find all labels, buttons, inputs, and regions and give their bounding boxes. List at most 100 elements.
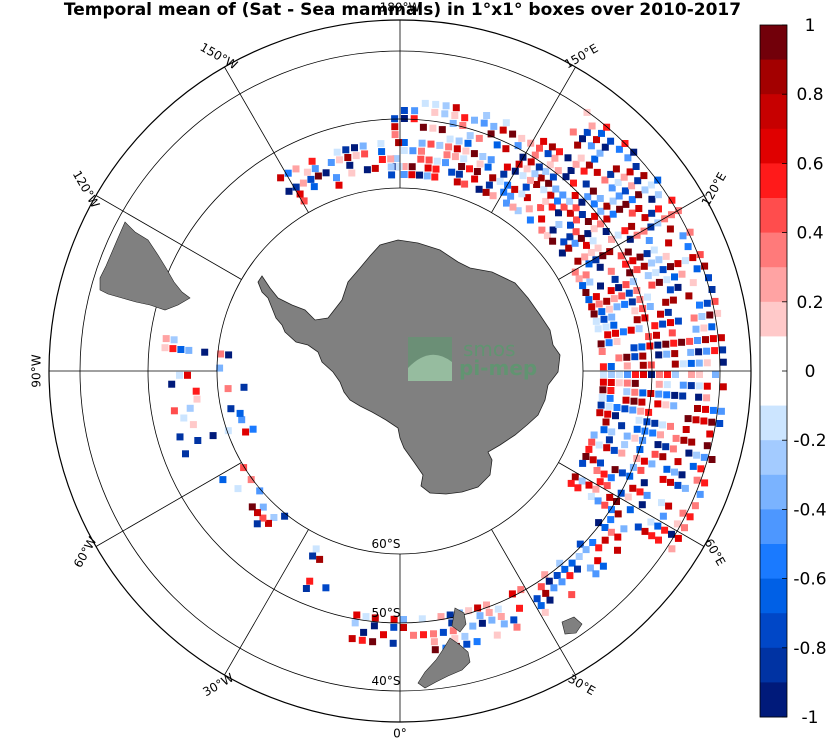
colorbar-segment xyxy=(760,128,787,164)
grid-cell xyxy=(599,386,607,394)
grid-cell xyxy=(611,466,619,474)
grid-cell xyxy=(510,616,518,624)
grid-cell xyxy=(409,147,417,155)
new-zealand-south xyxy=(417,637,471,689)
grid-cell xyxy=(360,628,368,636)
grid-cell xyxy=(694,405,701,412)
grid-cell xyxy=(395,139,403,147)
grid-cell xyxy=(572,204,580,212)
grid-cell xyxy=(639,352,647,360)
grid-cell xyxy=(592,256,600,264)
grid-cell xyxy=(193,395,201,403)
grid-cell xyxy=(509,130,517,138)
grid-cell xyxy=(419,123,427,131)
label-lon-150w: 150°W xyxy=(198,40,240,73)
grid-cell xyxy=(634,523,642,531)
grid-cell xyxy=(541,571,549,579)
grid-cell xyxy=(469,622,477,630)
grid-cell xyxy=(594,244,602,252)
grid-cell xyxy=(687,382,695,390)
grid-cell xyxy=(578,211,586,218)
grid-cell xyxy=(603,297,611,305)
grid-cell xyxy=(686,337,694,345)
meridian-line xyxy=(558,195,705,280)
grid-cell xyxy=(410,115,418,123)
grid-cell xyxy=(607,363,615,370)
grid-cell xyxy=(682,426,690,433)
grid-cell xyxy=(618,469,626,477)
grid-cell xyxy=(628,222,636,230)
colorbar-tick-label: 1 xyxy=(805,16,816,36)
grid-cell xyxy=(602,323,610,331)
grid-cell xyxy=(598,394,606,401)
grid-cell xyxy=(389,639,397,647)
grid-cell xyxy=(626,269,634,277)
grid-cell xyxy=(566,209,574,217)
grid-cell xyxy=(471,175,479,183)
grid-cell xyxy=(595,544,603,552)
grid-cell xyxy=(344,154,352,161)
grid-cell xyxy=(623,362,631,370)
grid-cell xyxy=(589,456,597,464)
grid-cell xyxy=(299,179,307,187)
grid-cell xyxy=(591,155,599,163)
grid-cell xyxy=(691,502,699,510)
grid-cell xyxy=(606,493,614,501)
grid-cell xyxy=(500,620,508,628)
grid-cell xyxy=(633,425,641,433)
grid-cell xyxy=(540,186,548,194)
grid-cell xyxy=(672,371,679,378)
grid-cell xyxy=(479,153,487,160)
grid-cell xyxy=(494,605,502,613)
grid-cell xyxy=(654,522,662,530)
grid-cell xyxy=(400,624,407,631)
grid-cell xyxy=(420,631,427,639)
grid-cell xyxy=(585,445,593,453)
grid-cell xyxy=(622,281,630,289)
grid-cell xyxy=(547,191,555,199)
grid-cell xyxy=(638,343,646,351)
grid-cell xyxy=(657,431,664,439)
grid-cell xyxy=(390,623,398,631)
grid-cell xyxy=(596,149,604,157)
colorbar-segment xyxy=(760,336,787,372)
grid-cell xyxy=(607,379,615,386)
grid-cell xyxy=(655,380,663,388)
grid-cell xyxy=(661,526,669,534)
grid-cell xyxy=(541,608,549,616)
grid-cell xyxy=(583,128,591,136)
grid-cell xyxy=(238,416,246,424)
grid-cell xyxy=(201,348,209,356)
grid-cell xyxy=(622,200,630,208)
grid-cell xyxy=(562,173,570,181)
grid-cell xyxy=(644,293,651,301)
grid-cell xyxy=(418,615,426,623)
grid-cell xyxy=(453,178,461,186)
grid-cell xyxy=(618,449,626,457)
grid-cell xyxy=(572,228,580,236)
grid-cell xyxy=(485,609,493,616)
grid-cell xyxy=(679,392,687,400)
grid-cell xyxy=(645,237,653,244)
grid-cell xyxy=(400,115,408,122)
grid-cell xyxy=(620,173,628,181)
grid-cell xyxy=(654,219,662,227)
grid-cell xyxy=(507,192,515,200)
grid-cell xyxy=(655,205,662,213)
grid-cell xyxy=(596,195,604,202)
grid-cell xyxy=(616,205,624,213)
grid-cell xyxy=(585,481,593,489)
grid-cell xyxy=(667,263,674,271)
grid-cell xyxy=(568,559,576,567)
grid-cell xyxy=(470,150,478,158)
grid-cell xyxy=(462,147,470,155)
grid-cell xyxy=(705,274,712,282)
grid-cell xyxy=(224,427,232,435)
grid-cell xyxy=(670,402,678,410)
grid-cell xyxy=(588,438,596,446)
grid-cell xyxy=(613,498,620,505)
grid-cell xyxy=(703,347,711,355)
grid-cell xyxy=(623,388,631,396)
grid-cell xyxy=(387,163,395,171)
